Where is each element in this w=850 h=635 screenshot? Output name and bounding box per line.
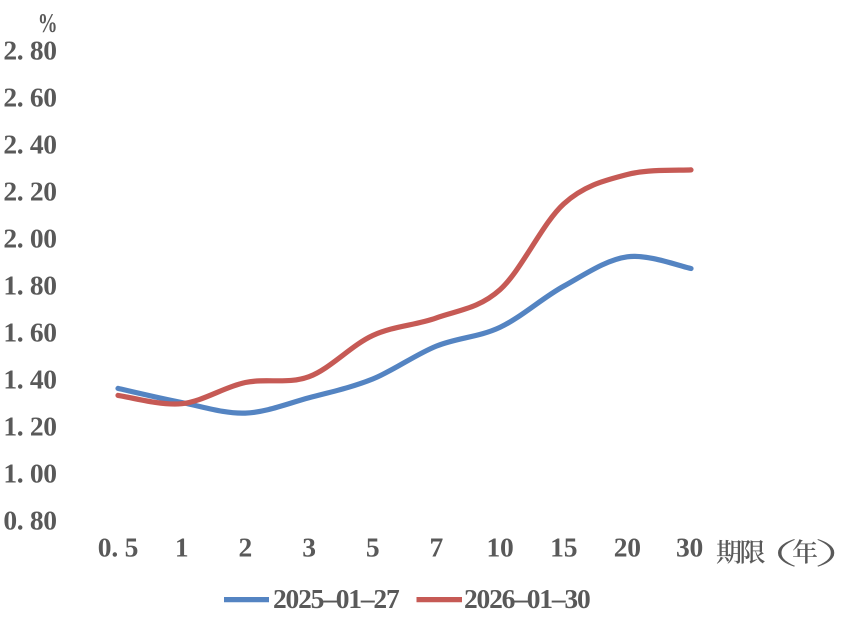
svg-text:20: 20 xyxy=(614,532,641,563)
svg-text:2025–01–27: 2025–01–27 xyxy=(273,583,400,614)
svg-text:0. 80: 0. 80 xyxy=(3,504,56,535)
svg-text:%: % xyxy=(38,9,58,39)
svg-text:7: 7 xyxy=(430,532,444,563)
svg-text:0. 5: 0. 5 xyxy=(98,532,138,563)
svg-text:2. 00: 2. 00 xyxy=(3,222,56,253)
svg-text:1. 60: 1. 60 xyxy=(3,316,56,347)
svg-text:1: 1 xyxy=(175,532,189,563)
svg-text:1. 40: 1. 40 xyxy=(3,363,56,394)
svg-text:1. 20: 1. 20 xyxy=(3,410,56,441)
svg-text:2. 60: 2. 60 xyxy=(3,81,56,112)
svg-text:5: 5 xyxy=(366,532,380,563)
svg-text:10: 10 xyxy=(486,532,513,563)
svg-text:3: 3 xyxy=(302,532,316,563)
svg-text:2. 20: 2. 20 xyxy=(3,175,56,206)
svg-text:30: 30 xyxy=(676,532,703,563)
svg-text:1. 00: 1. 00 xyxy=(3,457,56,488)
svg-text:2. 80: 2. 80 xyxy=(3,34,56,65)
svg-text:15: 15 xyxy=(550,532,577,563)
svg-text:2. 40: 2. 40 xyxy=(3,128,56,159)
svg-text:2026–01–30: 2026–01–30 xyxy=(464,583,590,614)
svg-text:2: 2 xyxy=(239,532,253,563)
svg-text:1. 80: 1. 80 xyxy=(3,269,56,300)
